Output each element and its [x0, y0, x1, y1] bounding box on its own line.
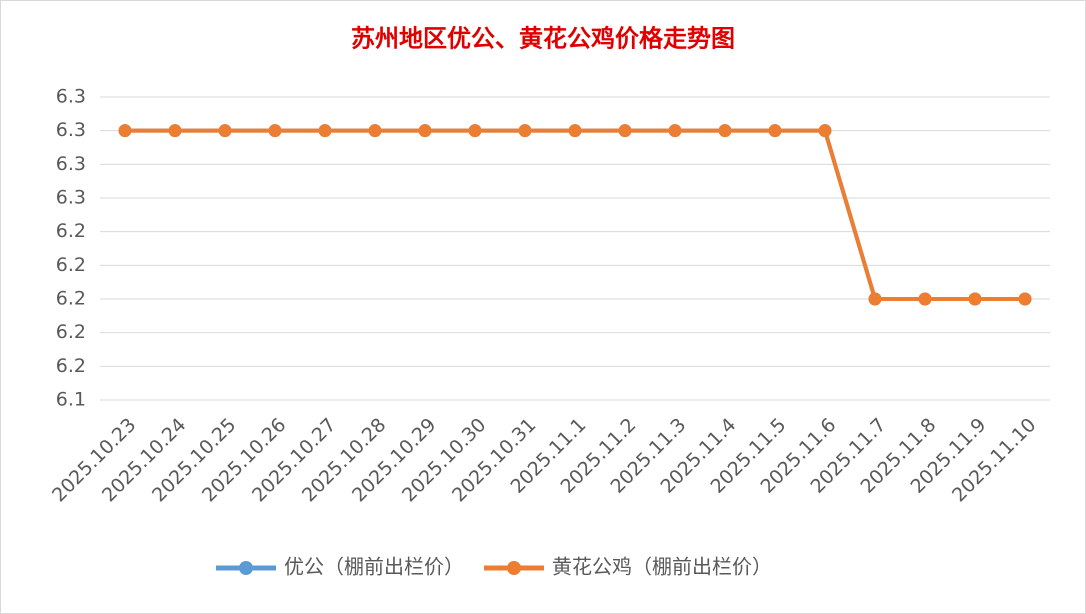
- data-point: [368, 124, 382, 138]
- data-point: [1018, 292, 1032, 306]
- data-point: [968, 292, 982, 306]
- data-point: [268, 124, 282, 138]
- y-tick-label: 6.3: [56, 86, 86, 108]
- y-tick-label: 6.3: [56, 153, 86, 175]
- legend-marker: [239, 561, 253, 575]
- data-point: [518, 124, 532, 138]
- data-point: [418, 124, 432, 138]
- y-tick-label: 6.2: [56, 355, 86, 377]
- legend-marker: [507, 561, 521, 575]
- y-tick-label: 6.2: [56, 220, 86, 242]
- data-point: [768, 124, 782, 138]
- legend-item: 优公（棚前出栏价）: [216, 555, 464, 579]
- y-tick-label: 6.2: [56, 254, 86, 276]
- data-point: [218, 124, 232, 138]
- y-tick-label: 6.2: [56, 288, 86, 310]
- legend-label: 优公（棚前出栏价）: [284, 555, 464, 579]
- legend-label: 黄花公鸡（棚前出栏价）: [552, 555, 772, 579]
- data-point: [718, 124, 732, 138]
- y-tick-label: 6.2: [56, 321, 86, 343]
- data-point: [668, 124, 682, 138]
- data-point: [468, 124, 482, 138]
- data-point: [918, 292, 932, 306]
- legend-item: 黄花公鸡（棚前出栏价）: [484, 555, 772, 579]
- data-point: [568, 124, 582, 138]
- data-point: [818, 124, 832, 138]
- data-point: [618, 124, 632, 138]
- data-point: [168, 124, 182, 138]
- data-point: [118, 124, 132, 138]
- data-point: [868, 292, 882, 306]
- y-tick-label: 6.1: [56, 389, 86, 411]
- data-point: [318, 124, 332, 138]
- chart-title: 苏州地区优公、黄花公鸡价格走势图: [351, 24, 735, 53]
- y-tick-label: 6.3: [56, 119, 86, 141]
- y-tick-label: 6.3: [56, 187, 86, 209]
